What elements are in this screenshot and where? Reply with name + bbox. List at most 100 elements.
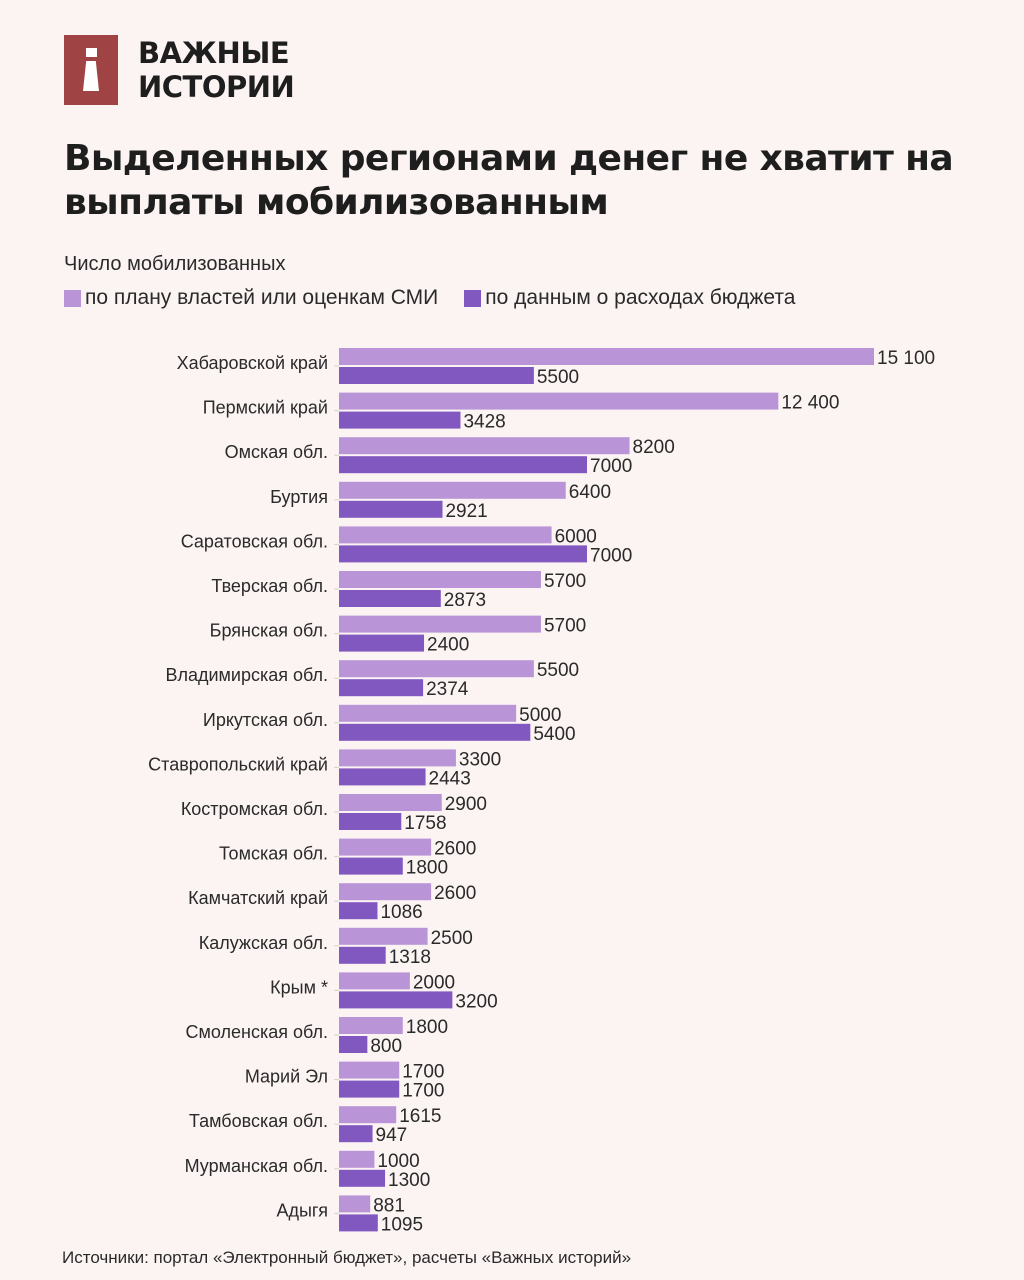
legend-label-budget: по данным о расходах бюджета: [485, 286, 796, 309]
logo-mark-icon: [64, 35, 118, 105]
brand-logo: ВАЖНЫЕ ИСТОРИИ: [64, 35, 295, 105]
data-label: 881: [373, 1195, 405, 1216]
data-label: 5000: [519, 705, 561, 726]
bar-budget: [339, 857, 403, 875]
bar-budget: [339, 456, 588, 474]
bar-budget: [339, 679, 424, 697]
data-label: 12 400: [781, 393, 839, 414]
data-label: 2600: [434, 839, 476, 860]
category-label: Саратовская обл.: [181, 531, 328, 551]
bar-budget: [339, 545, 588, 563]
data-label: 7000: [590, 456, 632, 477]
data-label: 2873: [444, 590, 486, 611]
data-label: 1318: [389, 947, 431, 968]
bar-plan: [339, 1106, 397, 1124]
category-group: Брянская обл. 5700 2400: [210, 615, 586, 656]
data-label: 1615: [399, 1106, 441, 1127]
bar-plan: [339, 1195, 371, 1213]
legend-item-plan: по плану властей или оценкам СМИ: [64, 286, 438, 310]
bar-budget: [339, 723, 531, 741]
data-label: 5500: [537, 660, 579, 681]
category-group: Камчатский край 2600 1086: [188, 883, 476, 923]
brand-name: ВАЖНЫЕ ИСТОРИИ: [138, 36, 295, 104]
data-label: 800: [370, 1036, 402, 1057]
data-label: 3200: [455, 991, 497, 1012]
category-label: Мурманская обл.: [185, 1156, 328, 1176]
data-label: 1095: [381, 1214, 423, 1235]
bar-plan: [339, 1150, 375, 1168]
data-label: 1000: [377, 1151, 419, 1172]
category-group: Буртия 6400 2921: [270, 481, 611, 522]
data-label: 6400: [569, 482, 611, 503]
data-label: 2000: [413, 972, 455, 993]
bar-plan: [339, 927, 428, 945]
bar-plan: [339, 794, 442, 811]
bar-plan: [339, 883, 432, 901]
bar-plan: [339, 437, 630, 455]
bar-plan: [339, 392, 779, 410]
bar-budget: [339, 902, 378, 920]
bar-plan: [339, 571, 541, 588]
bar-chart: Хабаровской край 15 100 5500 Пермский край 1…: [148, 348, 935, 1235]
data-label: 1700: [402, 1081, 444, 1102]
legend: по плану властей или оценкам СМИ по данн…: [64, 286, 821, 310]
bar-budget: [339, 500, 443, 518]
data-label: 2374: [426, 679, 469, 700]
category-label: Ставропольский край: [148, 754, 328, 774]
bar-budget: [339, 634, 425, 652]
bar-budget: [339, 1169, 386, 1187]
category-label: Костромская обл.: [181, 799, 328, 819]
bar-budget: [339, 1036, 368, 1053]
bar-budget: [339, 1080, 400, 1098]
bar-plan: [339, 749, 456, 767]
data-label: 5700: [544, 616, 586, 637]
bar-plan: [339, 660, 534, 678]
category-label: Хабаровской край: [177, 353, 328, 373]
data-label: 1800: [406, 858, 448, 879]
chart-title: Выделенных регионами денег не хватит на …: [64, 138, 954, 223]
data-label: 5700: [544, 571, 586, 592]
data-label: 15 100: [877, 348, 935, 369]
category-label: Пермский край: [203, 398, 328, 418]
category-label: Крым *: [270, 977, 328, 997]
bar-plan: [339, 348, 874, 365]
data-label: 947: [376, 1125, 408, 1146]
bar-budget: [339, 1214, 378, 1232]
category-label: Брянская обл.: [210, 621, 328, 641]
category-label: Томская обл.: [219, 844, 328, 864]
data-label: 2400: [427, 635, 469, 656]
bar-budget: [339, 813, 402, 830]
category-label: Буртия: [270, 487, 328, 507]
category-group: Хабаровской край 15 100 5500: [177, 348, 935, 388]
category-label: Калужская обл.: [199, 933, 328, 953]
bar-budget: [339, 946, 386, 964]
data-label: 2921: [445, 501, 487, 522]
legend-swatch-budget: [464, 289, 482, 307]
data-label: 7000: [590, 545, 632, 566]
data-label: 2500: [431, 928, 473, 949]
category-label: Адыгя: [276, 1200, 328, 1220]
data-label: 2600: [434, 883, 476, 904]
source-note: Источники: портал «Электронный бюджет», …: [62, 1248, 632, 1267]
chart-subtitle: Число мобилизованных: [64, 253, 286, 275]
legend-label-plan: по плану властей или оценкам СМИ: [85, 286, 439, 309]
bar-plan: [339, 704, 517, 722]
brand-name-line1: ВАЖНЫЕ: [138, 36, 290, 70]
bar-plan: [339, 615, 541, 633]
data-label: 2900: [445, 794, 487, 815]
category-group: Тверская обл. 5700 2873: [211, 571, 586, 611]
data-label: 3300: [459, 749, 501, 770]
data-label: 5400: [533, 724, 575, 745]
